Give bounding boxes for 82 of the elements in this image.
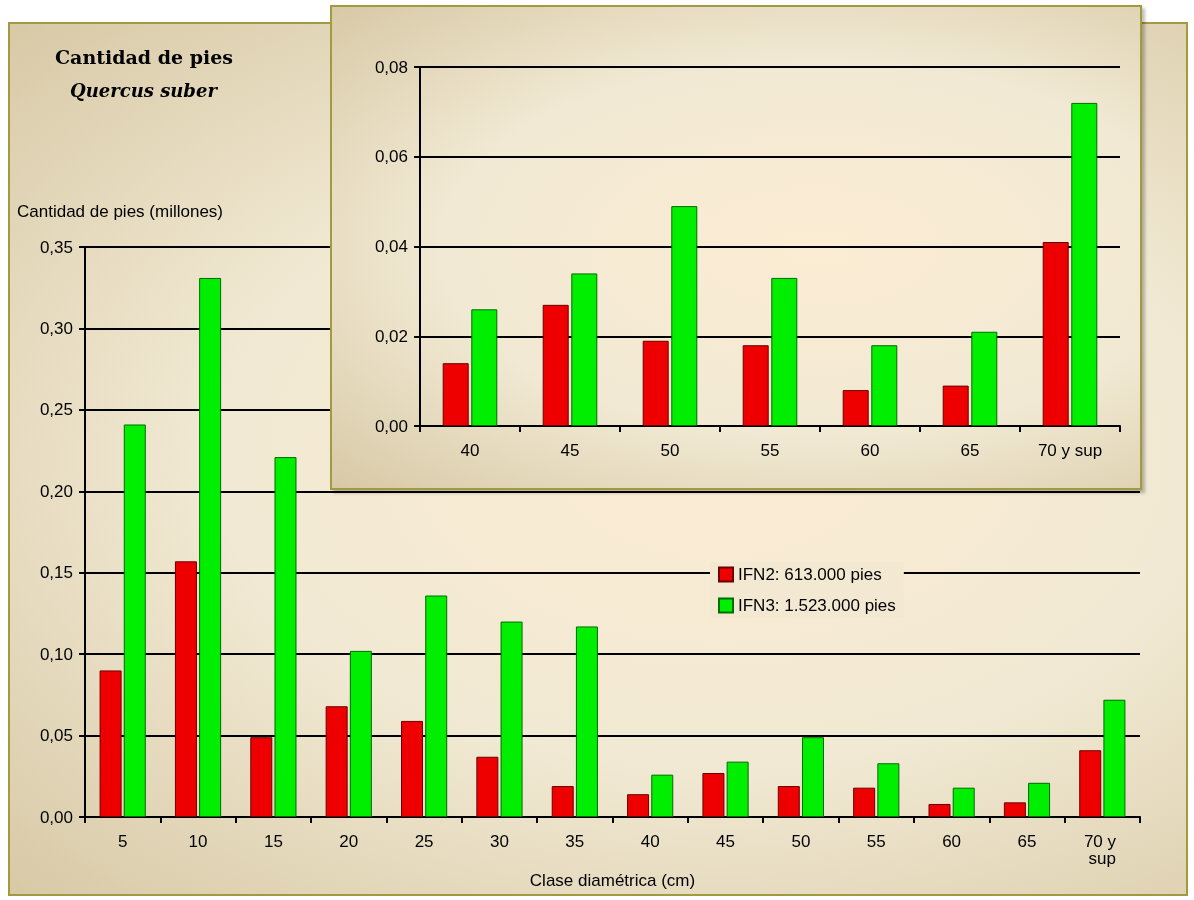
bar [174,561,197,817]
y-tick-label: 0,30 [39,318,73,338]
x-tick-label: 70 y sup [1037,441,1103,460]
chart-title: Cantidad de pies [55,45,234,68]
x-tick-label: 70 y sup [1083,832,1121,868]
bar [771,277,798,426]
bar [274,457,297,817]
x-tick-label: 65 [960,441,980,460]
legend-label: IFN2: 613.000 pies [738,565,882,584]
bar [476,756,499,817]
x-tick-label: 25 [414,832,434,851]
bar [702,773,725,817]
bar [425,595,448,817]
bar [542,304,569,426]
x-tick-label: 50 [791,832,811,851]
bar [726,761,749,817]
bar [442,363,469,426]
bar [250,737,273,817]
bar [801,737,824,817]
bar [777,786,800,817]
y-tick-label: 0,02 [374,326,408,346]
x-axis-title: Clase diamétrica (cm) [529,870,696,890]
x-tick-label: 45 [560,441,580,460]
bar [671,206,698,426]
bar [871,345,898,426]
bar [1003,802,1026,817]
x-tick-label: 40 [460,441,480,460]
bar [1028,782,1051,817]
bar [971,331,998,426]
x-tick-label: 55 [760,441,780,460]
bar [1079,750,1102,817]
bar [123,424,146,817]
x-tick-label: 30 [490,832,509,851]
bar [325,706,348,817]
bar [942,385,969,426]
x-tick-label: 10 [188,832,208,851]
bar [199,277,222,817]
bar [575,626,598,817]
x-tick-label: 35 [565,832,585,851]
bar [471,309,498,426]
y-tick-label: 0,08 [374,57,408,77]
bar [952,787,975,817]
bar [99,670,122,817]
bar [1071,102,1098,426]
x-tick-label: 60 [942,832,962,851]
bar [842,390,869,426]
chart-subtitle: Quercus suber [70,79,219,101]
bar [642,340,669,426]
bar [1103,699,1126,817]
y-tick-label: 0,05 [39,726,73,746]
y-axis-title: Cantidad de pies (millones) [17,201,223,221]
x-tick-label: 20 [339,832,359,851]
x-tick-label: 60 [860,441,880,460]
bar [853,787,876,817]
x-tick-label: 15 [263,832,283,851]
x-tick-label: 55 [866,832,886,851]
bar [651,774,674,817]
x-tick-label: 65 [1017,832,1037,851]
y-tick-label: 0,04 [374,237,408,256]
legend-label: IFN3: 1.523.000 pies [738,596,896,615]
x-tick-label: 45 [716,832,735,851]
bar [877,763,900,817]
y-tick-label: 0,25 [39,400,73,420]
bar [551,786,574,817]
bar [500,621,523,817]
bar [627,794,650,817]
y-tick-label: 0,35 [39,237,73,257]
y-tick-label: 0,06 [374,147,408,167]
x-tick-label: 5 [117,832,128,851]
bar [1042,242,1069,426]
bar [742,345,769,426]
bar [571,273,598,426]
x-tick-label: 50 [660,441,680,460]
bar [349,650,372,817]
bar [928,803,951,817]
bar [401,720,424,817]
y-tick-label: 0,15 [39,563,73,583]
y-tick-label: 0,20 [39,481,73,501]
y-tick-label: 0,00 [374,416,408,436]
x-tick-label: 40 [640,832,660,851]
y-tick-label: 0,00 [39,807,73,827]
y-tick-label: 0,10 [39,644,73,664]
